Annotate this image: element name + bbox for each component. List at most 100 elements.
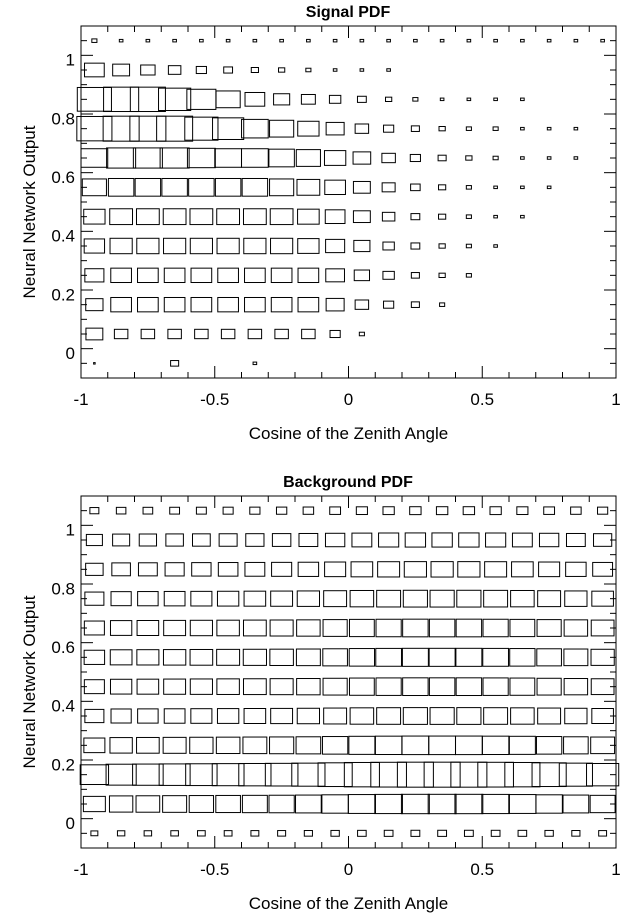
signal-bin-box bbox=[386, 68, 391, 72]
signal-bin-box bbox=[383, 124, 395, 133]
signal-bin-box bbox=[493, 97, 498, 102]
signal-bin-box bbox=[465, 155, 473, 161]
signal-bin-box bbox=[244, 267, 266, 284]
signal-bin-box bbox=[359, 68, 365, 72]
background-bin-box bbox=[401, 735, 430, 756]
signal-bin-box bbox=[493, 38, 498, 43]
signal-bin-box bbox=[136, 237, 160, 255]
signal-bin-box bbox=[381, 211, 396, 222]
background-bin-box bbox=[295, 648, 321, 667]
signal-x-tick-label-0: 0 bbox=[344, 390, 353, 409]
background-bin-box bbox=[296, 590, 320, 607]
background-bin-box bbox=[211, 763, 245, 787]
background-bin-box bbox=[508, 794, 537, 814]
background-bin-box bbox=[83, 620, 105, 636]
signal-bin-box bbox=[410, 125, 420, 132]
background-bin-box bbox=[243, 590, 267, 607]
background-bin-box bbox=[347, 794, 376, 814]
signal-bin-box bbox=[270, 237, 294, 255]
background-bin-box bbox=[348, 735, 376, 755]
background-bin-box bbox=[189, 648, 214, 666]
background-bin-box bbox=[343, 761, 380, 788]
background-bin-box bbox=[483, 589, 509, 608]
signal-bin-box bbox=[410, 213, 421, 221]
signal-bin-box bbox=[156, 115, 194, 142]
signal-bin-box bbox=[110, 267, 132, 284]
signal-bin-box bbox=[438, 126, 446, 132]
background-y-tick-label-1: 1 bbox=[66, 521, 75, 540]
background-bin-box bbox=[489, 506, 502, 516]
signal-bin-box bbox=[328, 94, 342, 104]
background-bin-box bbox=[142, 506, 154, 515]
background-bin-box bbox=[190, 590, 213, 607]
background-bin-box bbox=[163, 590, 186, 607]
background-bin-box bbox=[250, 830, 260, 837]
signal-bin-box bbox=[223, 66, 234, 74]
signal-bin-box bbox=[520, 214, 525, 219]
signal-bin-box bbox=[301, 328, 316, 340]
signal-bin-box bbox=[91, 38, 98, 43]
signal-bin-box bbox=[332, 68, 338, 72]
signal-bin-box bbox=[106, 147, 137, 169]
signal-bin-box bbox=[410, 183, 421, 192]
signal-bin-box bbox=[520, 38, 525, 43]
signal-boxes bbox=[76, 38, 605, 367]
background-bin-box bbox=[109, 620, 133, 636]
background-bin-box bbox=[271, 561, 293, 577]
background-bin-box bbox=[535, 794, 563, 814]
background-bin-box bbox=[321, 794, 349, 814]
background-bin-box bbox=[429, 589, 455, 608]
background-bin-box bbox=[110, 708, 132, 724]
signal-bin-box bbox=[76, 86, 112, 112]
signal-bin-box bbox=[437, 154, 447, 162]
signal-y-tick-label-08: 0.8 bbox=[51, 109, 75, 128]
signal-y-tick-label-02: 0.2 bbox=[51, 285, 75, 304]
signal-bin-box bbox=[492, 126, 499, 131]
background-bin-box bbox=[481, 793, 510, 815]
signal-bin-box bbox=[413, 38, 418, 43]
background-bin-box bbox=[427, 793, 457, 815]
background-bin-box bbox=[374, 793, 403, 815]
signal-bin-box bbox=[170, 360, 180, 367]
signal-bin-box bbox=[110, 296, 132, 313]
signal-bin-box bbox=[84, 268, 105, 283]
background-bin-box bbox=[378, 532, 400, 548]
signal-bin-box bbox=[135, 208, 160, 226]
background-bin-box bbox=[243, 708, 267, 724]
background-bin-box bbox=[137, 708, 159, 724]
signal-bin-box bbox=[140, 64, 156, 76]
signal-bin-box bbox=[573, 126, 579, 131]
background-bin-box bbox=[517, 829, 528, 837]
background-bin-box bbox=[324, 561, 347, 578]
background-y-axis-label: Neural Network Output bbox=[20, 595, 39, 768]
background-bin-box bbox=[132, 763, 164, 786]
signal-bin-box bbox=[352, 180, 371, 194]
background-bin-box bbox=[190, 708, 213, 724]
signal-bin-box bbox=[439, 97, 445, 102]
signal-bin-box bbox=[217, 296, 239, 313]
signal-bin-box bbox=[465, 243, 472, 249]
background-bin-box bbox=[349, 589, 375, 608]
background-bin-box bbox=[404, 532, 427, 548]
background-bin-box bbox=[302, 506, 315, 515]
background-bin-box bbox=[90, 830, 99, 837]
signal-bin-box bbox=[247, 328, 263, 340]
background-bin-box bbox=[558, 762, 593, 787]
background-bin-box bbox=[563, 678, 589, 696]
signal-y-axis-label: Neural Network Output bbox=[20, 125, 39, 298]
signal-bin-box bbox=[382, 241, 395, 251]
signal-bin-box bbox=[190, 267, 213, 284]
signal-bin-box bbox=[190, 296, 213, 313]
signal-bin-box bbox=[409, 153, 421, 163]
signal-bin-box bbox=[274, 328, 289, 340]
background-bin-box bbox=[85, 533, 103, 547]
signal-bin-box bbox=[386, 38, 391, 43]
signal-bin-box bbox=[493, 244, 498, 248]
signal-bin-box bbox=[354, 299, 370, 310]
background-bin-box bbox=[162, 649, 187, 666]
background-bin-box bbox=[269, 736, 295, 755]
background-bin-box bbox=[136, 678, 160, 695]
background-bin-box bbox=[357, 829, 367, 837]
background-bin-box bbox=[115, 506, 127, 515]
background-bin-box bbox=[296, 678, 321, 696]
